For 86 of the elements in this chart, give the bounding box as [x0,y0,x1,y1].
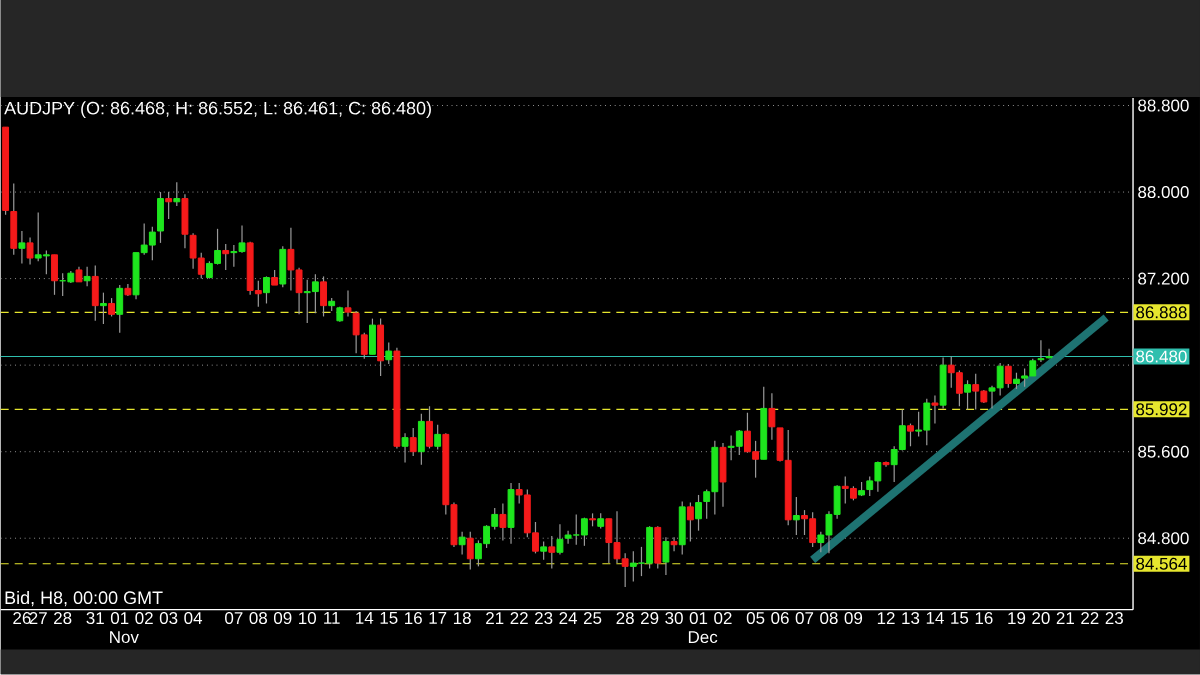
x-tick-label: 15 [380,612,398,625]
candlestick [344,290,352,318]
x-tick-label: 19 [1008,612,1026,625]
x-tick-label: 17 [429,612,447,624]
chart-title: AUDJPY (O: 86.468, H: 86.552, L: 86.461, C: 86.480) [4,101,431,119]
x-tick-label: 07 [795,612,814,625]
ref-line-label: 86.480 [1136,350,1187,363]
candlestick [1037,339,1045,363]
candlestick [629,550,637,583]
candlestick [882,461,890,468]
x-tick-label: 12 [877,612,895,625]
x-tick-label: 16 [975,612,993,625]
candlestick [1045,348,1053,360]
x-tick-label: 08 [820,612,838,625]
candlestick [401,432,409,464]
x-tick-label: 24 [559,612,578,625]
x-tick-label: 22 [1081,612,1099,625]
candlestick [409,427,417,457]
candlestick [792,496,800,536]
candlestick [499,503,507,542]
x-tick-label: 14 [926,612,944,624]
candlestick [320,276,327,318]
x-tick-label: 13 [902,612,920,625]
x-tick-label: 16 [405,612,422,625]
candlestick [458,531,466,556]
candlestick [548,535,556,570]
candlestick [385,342,393,365]
x-tick-label: 11 [324,612,340,624]
x-tick-label: 09 [273,612,292,625]
candlestick [662,536,670,576]
candlestick [173,181,181,207]
x-tick-label: 05 [746,612,765,625]
y-tick-label: 84.800 [1138,532,1189,545]
candlestick [670,536,678,553]
y-tick-label: 88.000 [1138,186,1189,199]
x-tick-label: 28 [616,612,634,625]
x-tick-label: 27 [29,612,47,625]
x-tick-label: 21 [486,612,504,625]
candlestick [695,494,702,532]
x-tick-label: 22 [510,612,528,625]
candlestick [263,276,270,305]
ref-line-label: 85.992 [1136,403,1187,416]
candlestick [964,379,971,411]
x-tick-label: 30 [665,612,683,625]
candlestick [434,424,442,451]
x-tick-label: 14 [356,612,374,624]
y-tick-label: 88.800 [1138,99,1189,112]
candlestick [83,266,91,287]
annotation: Bid, H8, 00:00 GMT [5,591,163,607]
x-tick-label: 10 [299,612,316,625]
candlestick [907,423,914,448]
x-tick-label: 06 [771,612,789,625]
x-tick-label: 23 [535,612,553,625]
x-tick-label: 18 [453,612,471,625]
x-tick-label: 26 [13,612,31,625]
candlestick [931,395,939,425]
ref-line-label: 86.888 [1136,306,1187,319]
candlestick [768,392,776,441]
x-tick-label: 23 [1105,612,1123,625]
x-tick-label: 03 [159,612,178,625]
candlestick [466,531,474,571]
candlestick [18,230,26,265]
x-tick-label: 25 [583,612,602,625]
ref-line-label: 84.564 [1136,557,1187,570]
y-tick-label: 87.200 [1138,272,1189,285]
x-tick-label: 15 [951,612,969,625]
x-tick-label: 21 [1056,612,1074,625]
candlestick [686,502,694,543]
candlestick [26,237,34,266]
candlestick [1004,363,1012,389]
candlestick [580,517,588,547]
x-tick-label: 09 [844,612,863,625]
candlestick [540,541,548,561]
candlestick [165,191,173,220]
x-tick-label: 07 [225,612,243,625]
x-tick-label: 08 [249,612,268,625]
candlestick [556,523,564,556]
x-tick-label: 20 [1032,612,1050,625]
candlestick [108,297,116,318]
x-tick-label: 04 [184,612,203,625]
candlestick [222,243,230,271]
x-tick-label: 29 [641,612,659,625]
y-tick-label: 85.600 [1138,445,1189,458]
candlestick [99,292,107,325]
x-tick-label: 28 [54,612,72,625]
x-tick-label: 31 [86,612,104,625]
